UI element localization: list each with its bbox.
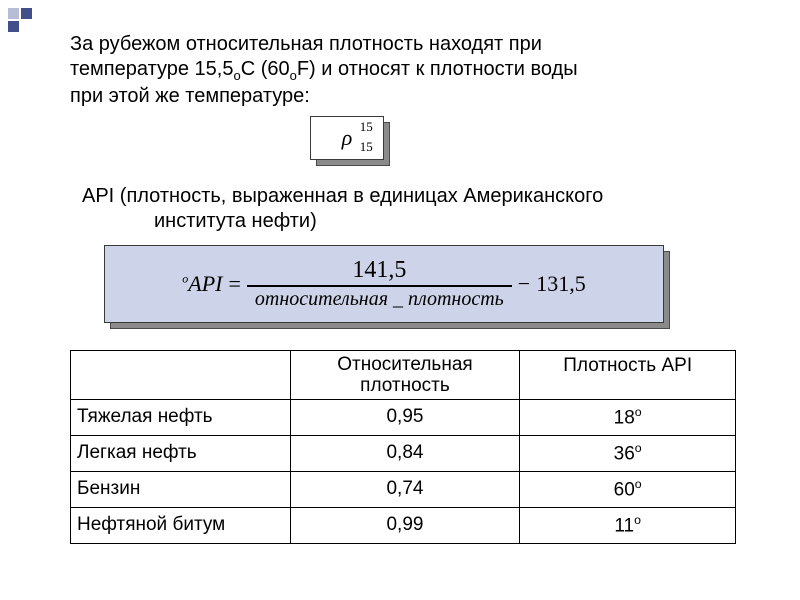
corner-decoration — [8, 8, 34, 34]
table-row: Бензин 0,74 60о — [71, 471, 736, 507]
header-cell-relative: Относительная плотность — [290, 351, 520, 400]
cell-api: 18о — [520, 399, 736, 435]
cell-api: 60о — [520, 471, 736, 507]
text-line: За рубежом относительная плотность наход… — [70, 33, 542, 55]
api-formula-box: oAPI = 141,5 относительная _ плотность −… — [104, 245, 674, 331]
api-value: 18 — [614, 407, 635, 428]
degree-mark: о — [233, 68, 240, 83]
text-line: при этой же температуре: — [70, 85, 310, 107]
degree-mark: о — [290, 68, 297, 83]
equals-sign: = — [229, 271, 241, 297]
degree-mark: о — [635, 405, 642, 419]
text-line: С (60 — [241, 58, 290, 80]
fraction-numerator: 141,5 — [344, 258, 414, 285]
header-label: Плотность API — [563, 355, 692, 376]
text-line: температуре 15,5 — [70, 58, 233, 80]
intro-paragraph: За рубежом относительная плотность наход… — [70, 32, 740, 109]
cell-name: Тяжелая нефть — [71, 399, 291, 435]
degree-mark: о — [634, 513, 641, 527]
formula-lhs: oAPI — [182, 271, 222, 297]
table-body: Тяжелая нефть 0,95 18о Легкая нефть 0,84… — [71, 399, 736, 543]
cell-name: Нефтяной битум — [71, 507, 291, 543]
minus-sign: − — [518, 271, 530, 297]
api-value: 36 — [614, 443, 635, 464]
lhs-label: API — [188, 271, 222, 296]
api-definition-paragraph: API (плотность, выраженная в единицах Ам… — [82, 184, 742, 234]
text-line: API (плотность, выраженная в единицах Ам… — [82, 185, 603, 207]
table-header-row: Относительная плотность Плотность API — [71, 351, 736, 400]
rho-subscript: 15 — [360, 139, 373, 155]
table-row: Легкая нефть 0,84 36о — [71, 435, 736, 471]
box-front: ρ 15 15 — [310, 116, 384, 160]
table-row: Тяжелая нефть 0,95 18о — [71, 399, 736, 435]
rho-superscript: 15 — [360, 119, 373, 135]
api-formula: oAPI = 141,5 относительная _ плотность −… — [182, 258, 585, 310]
deco-square — [8, 21, 19, 32]
formula-fraction: 141,5 относительная _ плотность — [247, 258, 512, 310]
cell-name: Легкая нефть — [71, 435, 291, 471]
table-row: Нефтяной битум 0,99 11о — [71, 507, 736, 543]
api-value: 11 — [614, 515, 634, 536]
rho-symbol: ρ 15 15 — [342, 125, 353, 151]
degree-mark: о — [635, 441, 642, 455]
header-label: Относительная плотность — [337, 354, 472, 396]
rho-letter: ρ — [342, 125, 353, 150]
text-line: института нефти) — [100, 209, 742, 234]
header-cell-api: Плотность API — [520, 351, 736, 400]
density-table: Относительная плотность Плотность API Тя… — [70, 350, 736, 544]
cell-relative: 0,74 — [290, 471, 520, 507]
deco-square — [21, 8, 32, 19]
cell-api: 36о — [520, 435, 736, 471]
rho-formula-box: ρ 15 15 — [310, 116, 400, 168]
formula-tail: 131,5 — [536, 271, 586, 297]
box-front: oAPI = 141,5 относительная _ плотность −… — [104, 245, 664, 323]
deco-square — [8, 8, 19, 19]
cell-relative: 0,84 — [290, 435, 520, 471]
degree-mark: о — [635, 477, 642, 491]
text-line: F) и относят к плотности воды — [297, 58, 578, 80]
cell-relative: 0,95 — [290, 399, 520, 435]
header-cell-empty — [71, 351, 291, 400]
api-value: 60 — [614, 479, 635, 500]
slide-root: За рубежом относительная плотность наход… — [0, 0, 800, 600]
cell-name: Бензин — [71, 471, 291, 507]
fraction-denominator: относительная _ плотность — [247, 287, 512, 310]
cell-api: 11о — [520, 507, 736, 543]
cell-relative: 0,99 — [290, 507, 520, 543]
